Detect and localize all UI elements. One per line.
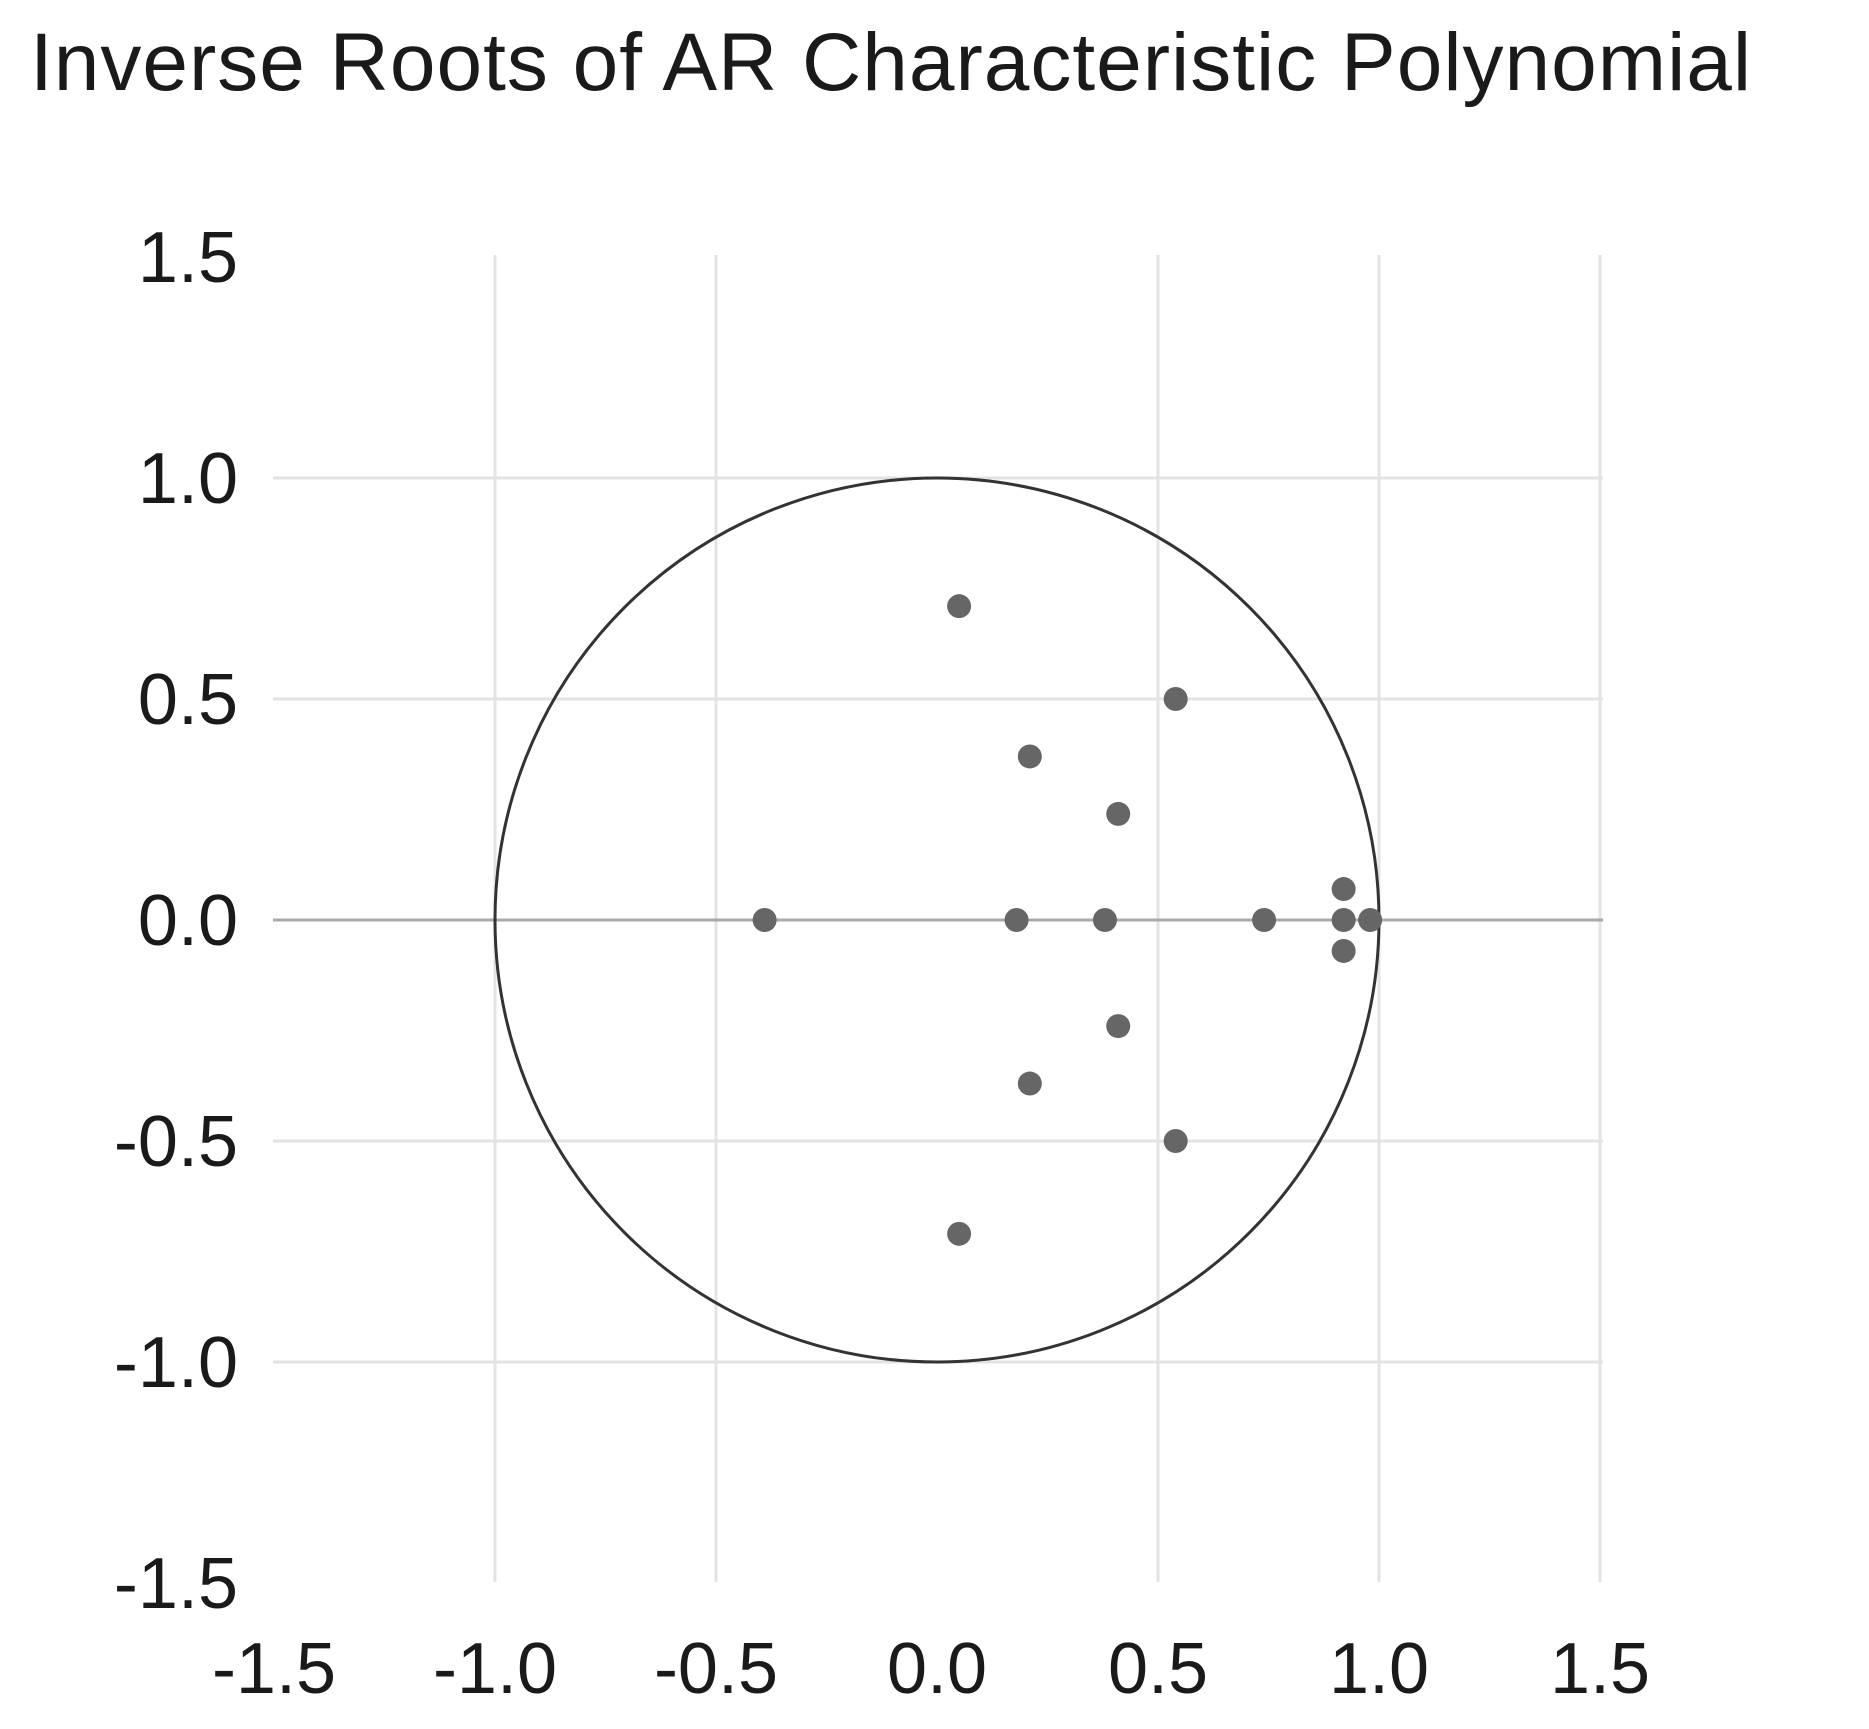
data-point (1092, 908, 1117, 932)
data-point (1017, 744, 1042, 769)
x-tick-label: 0.5 (1108, 1629, 1208, 1709)
y-tick-label: 1.0 (138, 439, 238, 519)
data-point (752, 908, 777, 932)
y-tick-label: 1.5 (138, 218, 238, 298)
data-point (1106, 1014, 1131, 1039)
data-points (752, 594, 1383, 1246)
x-tick-label: -0.5 (654, 1629, 778, 1709)
y-tick-labels: -1.5 -1.0 -0.5 0.0 0.5 1.0 1.5 (114, 218, 238, 1624)
x-tick-labels: -1.5 -1.0 -0.5 0.0 0.5 1.0 1.5 (212, 1629, 1650, 1709)
data-point (1163, 1129, 1188, 1153)
x-tick-label: -1.5 (212, 1629, 336, 1709)
y-tick-label: -1.0 (114, 1323, 238, 1403)
y-tick-label: -1.5 (114, 1544, 238, 1624)
data-point (1106, 801, 1131, 826)
x-tick-label: 1.0 (1329, 1629, 1429, 1709)
y-tick-label: 0.0 (138, 881, 238, 961)
data-point (1331, 877, 1356, 902)
x-tick-label: -1.0 (433, 1629, 557, 1709)
data-point (947, 594, 972, 619)
y-tick-label: 0.5 (138, 660, 238, 740)
data-point (1331, 938, 1356, 963)
y-tick-label: -0.5 (114, 1102, 238, 1182)
x-tick-label: 0.0 (887, 1629, 987, 1709)
data-point (1017, 1071, 1042, 1096)
x-tick-label: 1.5 (1550, 1629, 1650, 1709)
data-point (947, 1221, 972, 1246)
data-point (1004, 908, 1029, 932)
data-point (1163, 687, 1188, 711)
data-point (1358, 908, 1383, 932)
data-point (1252, 908, 1277, 932)
chart-title: Inverse Roots of AR Characteristic Polyn… (30, 17, 1753, 108)
data-point (1331, 908, 1356, 932)
